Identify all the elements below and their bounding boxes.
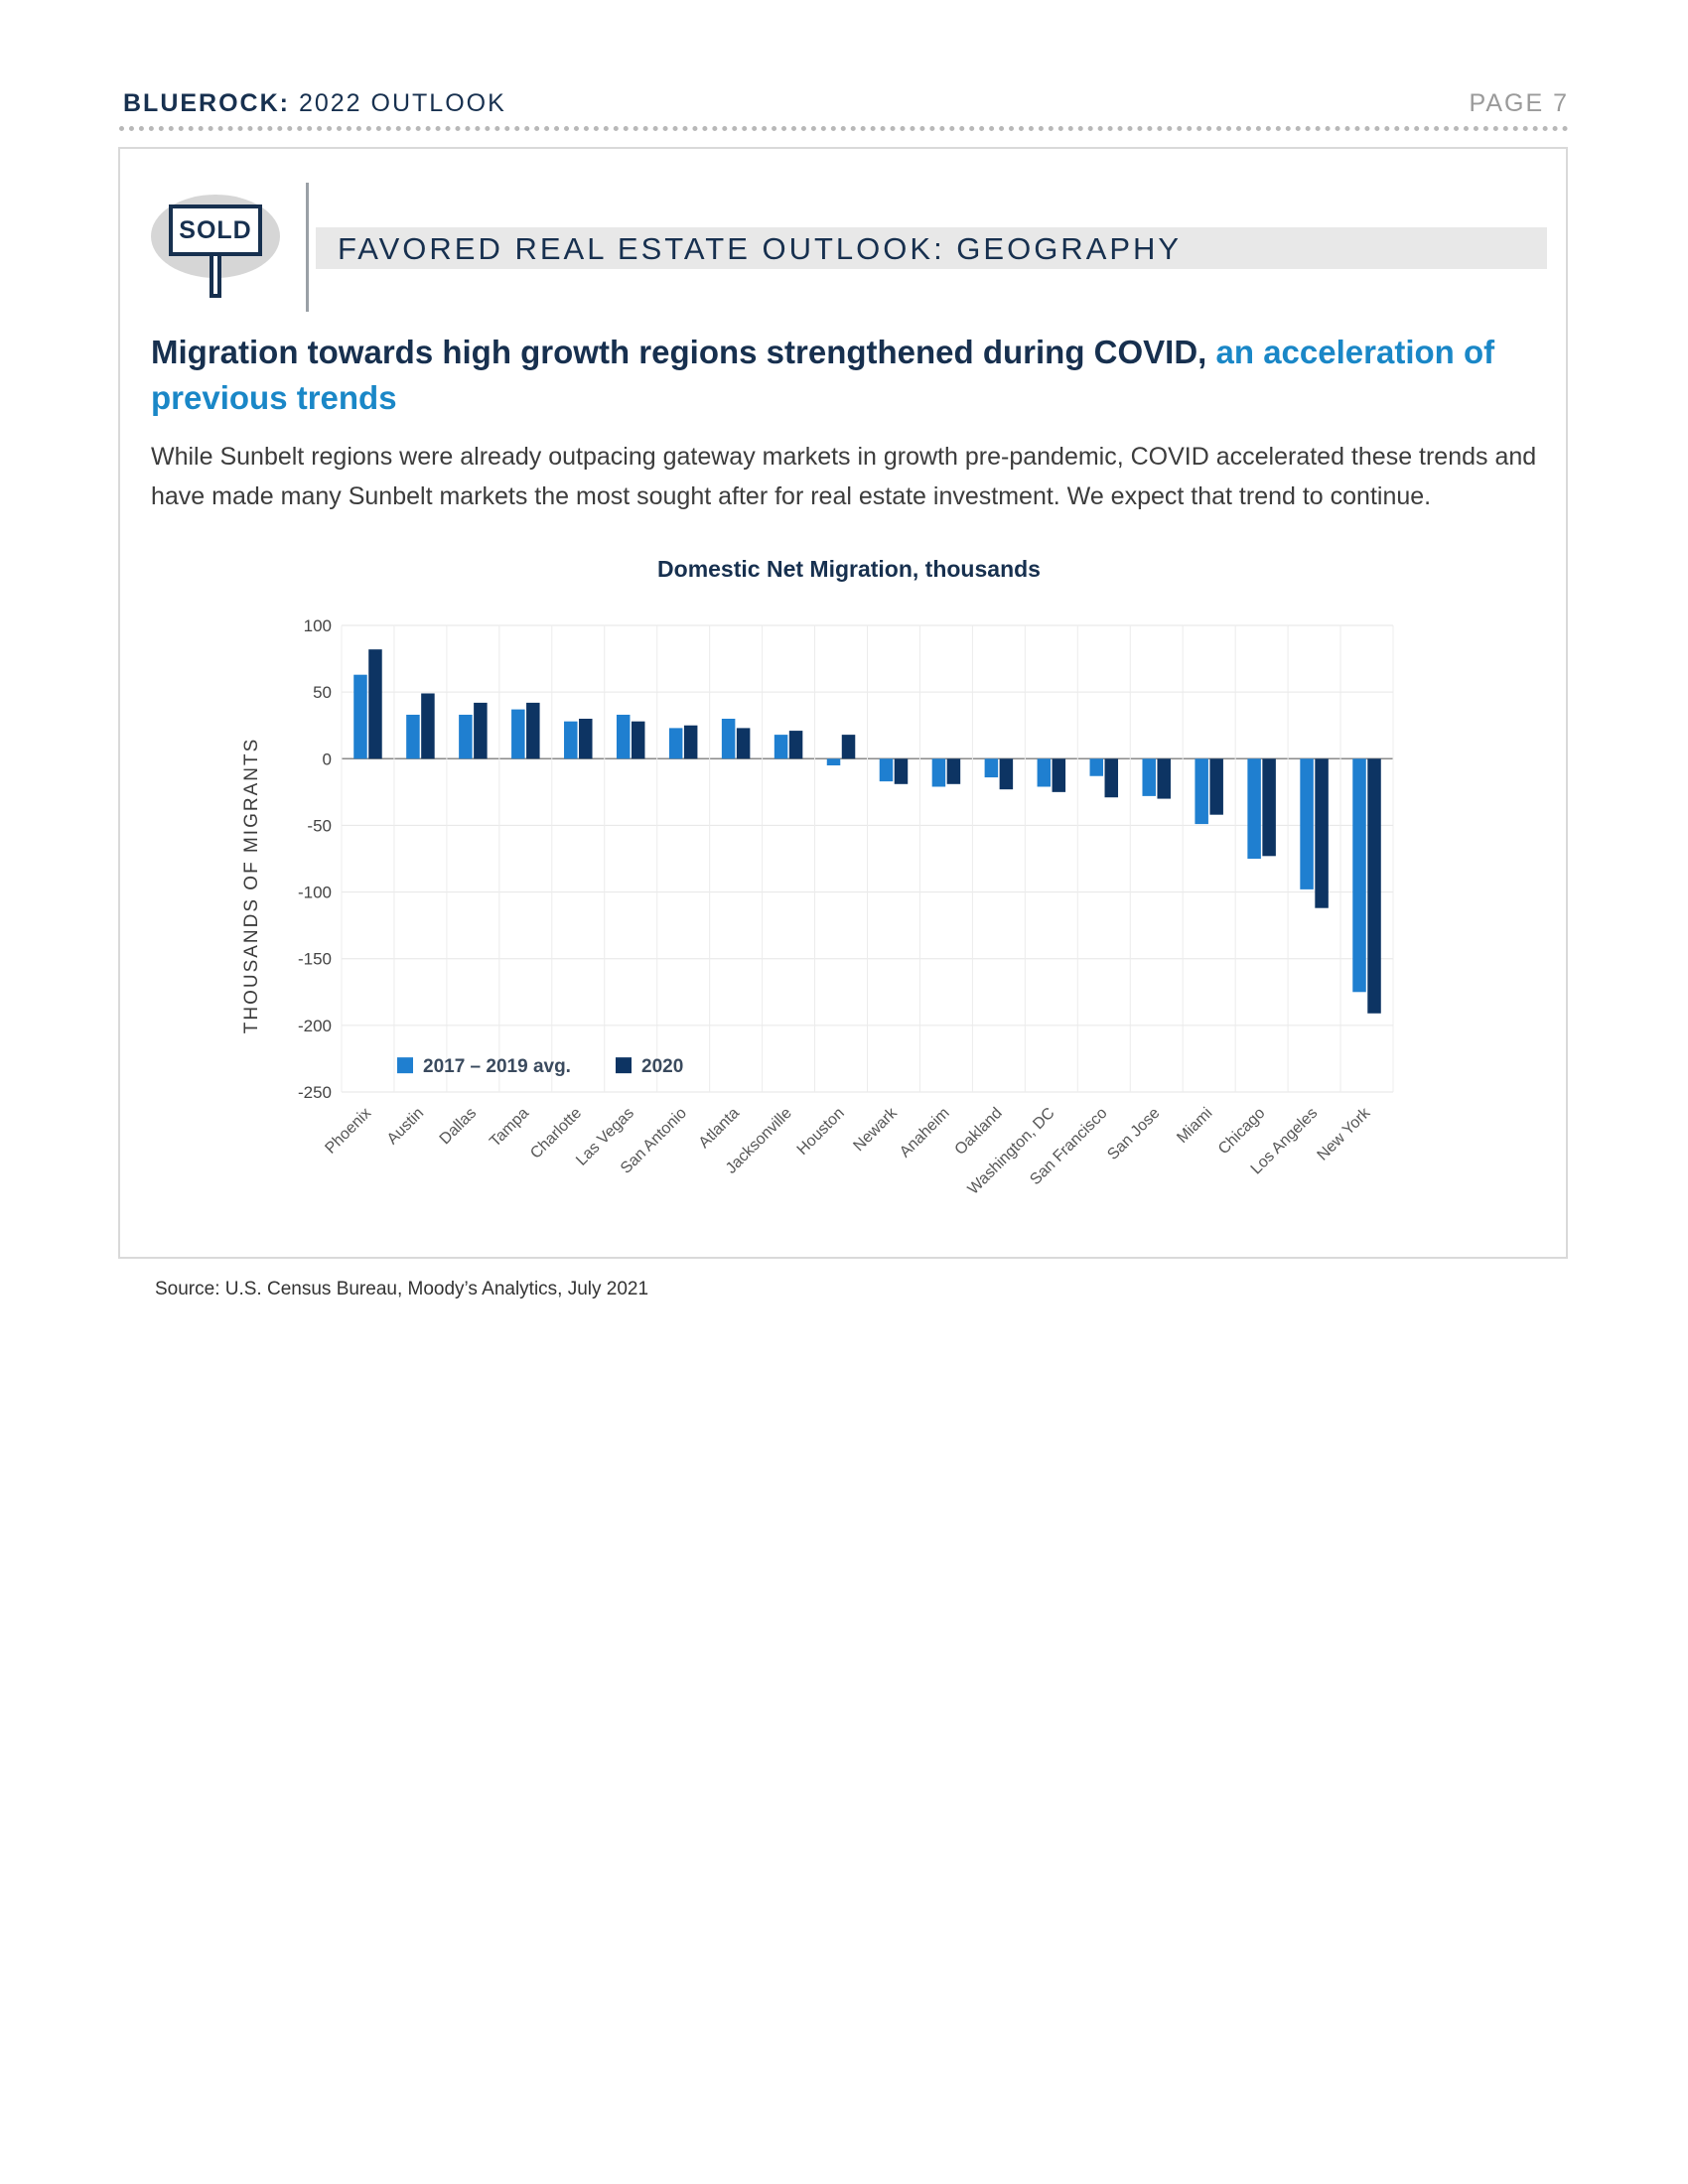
bar-2020 <box>1262 758 1276 857</box>
y-tick-label: 0 <box>323 750 332 768</box>
legend-label: 2020 <box>641 1056 683 1077</box>
bar-2017-2019-avg <box>1247 758 1261 859</box>
x-tick-label: Oakland <box>952 1105 1006 1159</box>
bar-2017-2019-avg <box>406 714 420 759</box>
x-tick-label: Tampa <box>487 1105 532 1151</box>
y-tick-label: -250 <box>298 1083 332 1102</box>
legend-swatch <box>616 1057 632 1074</box>
chart-title: Domestic Net Migration, thousands <box>657 556 1041 582</box>
bar-2017-2019-avg <box>1352 758 1366 993</box>
bar-2020 <box>474 702 488 759</box>
bar-2017-2019-avg <box>1142 758 1156 796</box>
bar-2017-2019-avg <box>1089 758 1104 776</box>
running-header: BLUEROCK: 2022 OUTLOOK <box>123 89 506 118</box>
y-tick-label: -50 <box>307 816 332 835</box>
page-number: PAGE 7 <box>1469 89 1569 117</box>
bar-2020 <box>946 758 961 784</box>
bar-2020 <box>526 702 540 759</box>
bar-2020 <box>1052 758 1066 792</box>
body-paragraph: While Sunbelt regions were already outpa… <box>151 443 1537 510</box>
brand-name: BLUEROCK: <box>123 89 290 117</box>
section-divider <box>306 183 309 312</box>
sold-sign-post <box>210 256 221 298</box>
bar-2020 <box>736 728 751 759</box>
bar-2020 <box>1367 758 1381 1014</box>
bar-2017-2019-avg <box>511 709 525 759</box>
y-tick-label: -100 <box>298 884 332 902</box>
bar-2017-2019-avg <box>668 728 683 759</box>
bar-2017-2019-avg <box>721 719 736 759</box>
bar-2017-2019-avg <box>1037 758 1052 787</box>
x-tick-label: Dallas <box>437 1105 480 1148</box>
y-tick-label: -150 <box>298 950 332 969</box>
x-tick-label: Newark <box>850 1104 901 1155</box>
document-title: 2022 OUTLOOK <box>298 89 506 117</box>
sold-sign-label: SOLD <box>169 205 262 256</box>
bar-2020 <box>1209 758 1223 815</box>
bar-2017-2019-avg <box>616 714 631 759</box>
x-tick-label: San Jose <box>1104 1105 1163 1163</box>
bar-2020 <box>631 721 645 759</box>
bar-2020 <box>894 758 909 784</box>
bar-2020 <box>1104 758 1119 798</box>
x-tick-label: Atlanta <box>696 1105 743 1152</box>
bar-2017-2019-avg <box>984 758 999 778</box>
x-tick-label: Houston <box>794 1105 848 1159</box>
x-tick-label: Miami <box>1174 1105 1215 1147</box>
y-tick-label: -200 <box>298 1017 332 1035</box>
bar-2020 <box>421 693 435 759</box>
bar-2020 <box>368 649 382 759</box>
bar-2017-2019-avg <box>459 714 473 759</box>
bar-2020 <box>841 735 856 759</box>
bar-2020 <box>579 719 593 759</box>
bar-2020 <box>1315 758 1329 908</box>
legend-label: 2017 – 2019 avg. <box>423 1056 571 1077</box>
bar-2017-2019-avg <box>879 758 894 782</box>
header-divider <box>119 126 1569 131</box>
bar-2017-2019-avg <box>1195 758 1208 825</box>
bar-2017-2019-avg <box>564 721 578 759</box>
bar-2017-2019-avg <box>353 674 367 759</box>
bar-2017-2019-avg <box>1300 758 1314 889</box>
migration-bar-chart: 100 50 0 -50 -100 -150 -200 -250 Phoenix Austin Da… <box>298 616 1394 1198</box>
y-tick-label: 100 <box>304 616 332 635</box>
source-note: Source: U.S. Census Bureau, Moody’s Anal… <box>155 1279 649 1299</box>
section-title: FAVORED REAL ESTATE OUTLOOK: GEOGRAPHY <box>338 231 1183 266</box>
bar-2020 <box>683 725 698 759</box>
headline: Migration towards high growth regions st… <box>151 330 1551 421</box>
bar-2020 <box>788 731 803 759</box>
bar-2017-2019-avg <box>774 735 788 759</box>
bar-2017-2019-avg <box>931 758 946 787</box>
x-tick-label: Austin <box>384 1105 427 1148</box>
headline-accent: an acceleration of previous trends <box>151 334 1495 416</box>
bar-2020 <box>1157 758 1171 799</box>
bar-2017-2019-avg <box>826 758 841 765</box>
legend-swatch <box>397 1057 413 1074</box>
x-tick-label: Chicago <box>1215 1105 1269 1159</box>
x-tick-label: Phoenix <box>322 1105 374 1158</box>
headline-main: Migration towards high growth regions st… <box>151 334 1207 370</box>
y-tick-label: 50 <box>313 683 332 702</box>
y-axis-label: THOUSANDS OF MIGRANTS <box>241 737 262 1034</box>
bar-2020 <box>999 758 1014 790</box>
x-tick-label: Anaheim <box>897 1105 953 1161</box>
x-tick-label: New York <box>1315 1104 1375 1164</box>
section-title-bar <box>316 227 1547 269</box>
